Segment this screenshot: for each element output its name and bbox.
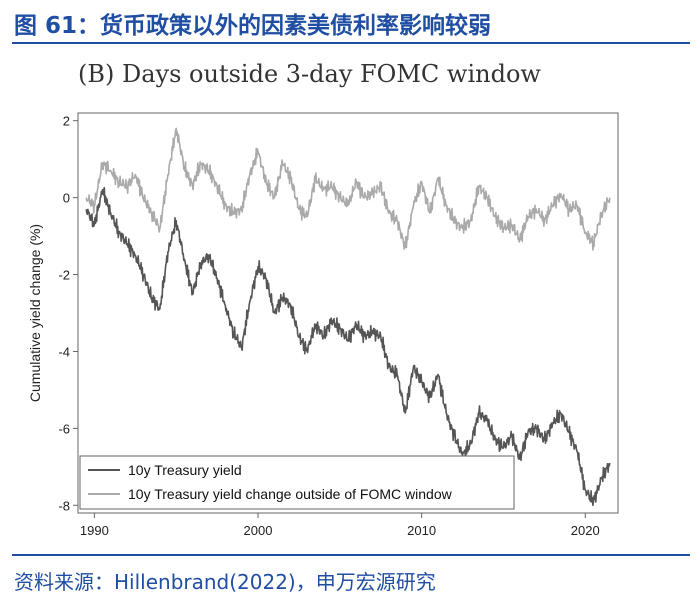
y-tick-label: 2 — [63, 114, 70, 129]
y-axis: 2 0 -2 -4 -6 -8 — [58, 114, 78, 513]
y-tick-label: 0 — [63, 191, 70, 206]
y-axis-label: Cumulative yield change (%) — [27, 224, 43, 402]
source-divider — [12, 554, 690, 556]
y-tick-label: -2 — [58, 268, 70, 283]
y-tick-label: -6 — [58, 421, 70, 436]
title-divider — [12, 42, 690, 44]
y-tick-label: -4 — [58, 344, 70, 359]
legend-label-treasury: 10y Treasury yield — [128, 462, 242, 478]
plot-area — [77, 112, 619, 514]
figure-title: 图 61：货币政策以外的因素美债利率影响较弱 — [14, 13, 492, 39]
legend-label-outside: 10y Treasury yield change outside of FOM… — [128, 486, 453, 502]
legend-box — [79, 455, 515, 510]
x-tick-label: 2000 — [244, 523, 273, 538]
x-axis: 1990 2000 2010 2020 — [80, 513, 600, 538]
x-tick-label: 1990 — [80, 523, 109, 538]
series-lines — [85, 127, 611, 507]
y-tick-label: -8 — [58, 498, 70, 513]
series-line-treasury — [85, 186, 611, 507]
line-chart: (B) Days outside 3-day FOMC window 2 0 -2 -… — [27, 60, 619, 538]
source-note: 资料来源：Hillenbrand(2022)，申万宏源研究 — [14, 570, 436, 594]
series-line-outside — [85, 127, 611, 251]
legend: 10y Treasury yield 10y Treasury yield ch… — [79, 455, 515, 510]
x-tick-label: 2020 — [571, 523, 600, 538]
x-tick-label: 2010 — [407, 523, 436, 538]
chart-title: (B) Days outside 3-day FOMC window — [78, 60, 541, 88]
